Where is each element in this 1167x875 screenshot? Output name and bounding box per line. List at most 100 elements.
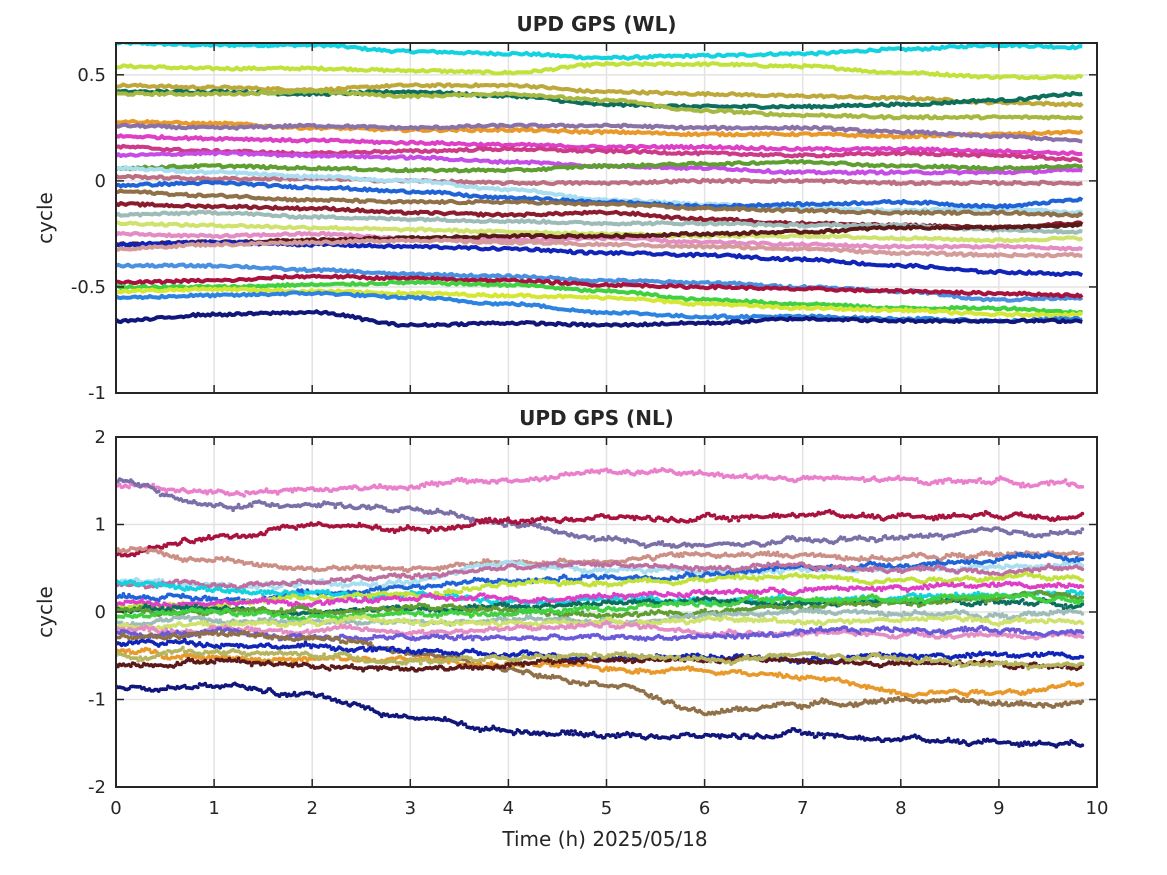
y-tick-label: -1 xyxy=(88,383,106,404)
series-line xyxy=(116,222,1083,248)
data-point xyxy=(993,479,997,484)
data-point xyxy=(623,540,628,545)
data-point xyxy=(918,567,923,572)
data-point xyxy=(941,481,945,485)
series-line xyxy=(116,237,1083,259)
data-point xyxy=(229,505,234,510)
data-point xyxy=(467,516,471,521)
data-point xyxy=(262,532,267,537)
data-point xyxy=(338,581,343,586)
data-point xyxy=(1019,484,1023,489)
series-line xyxy=(116,122,1083,144)
data-point xyxy=(249,504,254,508)
data-point xyxy=(264,487,269,492)
data-point xyxy=(207,534,211,538)
series-line xyxy=(116,173,1083,187)
data-point xyxy=(939,533,943,538)
data-point xyxy=(753,565,758,570)
data-point xyxy=(1046,532,1051,537)
data-point xyxy=(179,540,183,545)
series-line xyxy=(116,88,1084,121)
data-point xyxy=(1017,482,1021,486)
data-point xyxy=(212,558,217,563)
series-line xyxy=(116,143,1083,163)
data-point xyxy=(773,553,778,558)
plot-area xyxy=(116,467,1085,749)
data-point xyxy=(677,554,681,559)
data-point xyxy=(1046,482,1051,487)
data-point xyxy=(725,515,730,520)
data-point xyxy=(807,536,811,541)
data-point xyxy=(1080,591,1085,596)
data-point xyxy=(857,558,862,563)
data-point xyxy=(234,505,239,510)
data-point xyxy=(604,537,609,542)
data-point xyxy=(734,515,739,520)
data-point xyxy=(591,535,596,539)
series-line xyxy=(116,158,1083,174)
data-point xyxy=(1033,516,1038,521)
data-point xyxy=(935,516,940,521)
data-point xyxy=(894,515,899,520)
data-point xyxy=(915,477,919,481)
data-point xyxy=(143,546,148,551)
data-point xyxy=(259,589,263,593)
data-point xyxy=(1080,557,1085,562)
data-point xyxy=(775,550,780,555)
data-point xyxy=(870,568,875,573)
data-point xyxy=(948,477,953,482)
data-point xyxy=(355,524,360,529)
data-point xyxy=(478,520,483,525)
data-point xyxy=(861,511,865,516)
series-line xyxy=(116,286,1084,318)
data-point xyxy=(1080,578,1085,583)
data-point xyxy=(766,550,771,554)
data-point xyxy=(729,518,733,522)
data-point xyxy=(483,517,488,521)
chart-title: UPD GPS (WL) xyxy=(517,12,677,36)
data-point xyxy=(487,516,492,521)
data-point xyxy=(160,545,165,550)
data-point xyxy=(768,542,772,546)
data-point xyxy=(333,505,338,510)
data-point xyxy=(848,568,852,572)
data-point xyxy=(459,589,464,594)
data-point xyxy=(1080,485,1085,489)
data-point xyxy=(842,535,847,540)
data-point xyxy=(482,520,486,525)
data-point xyxy=(1063,478,1068,482)
data-point xyxy=(422,484,427,489)
y-axis-label: cycle xyxy=(33,192,57,244)
data-point xyxy=(1080,511,1085,516)
series-points xyxy=(116,477,1085,549)
data-point xyxy=(472,522,477,526)
data-point xyxy=(162,487,167,492)
data-point xyxy=(435,483,440,488)
data-point xyxy=(978,476,982,481)
data-point xyxy=(641,542,646,547)
data-point xyxy=(366,504,371,509)
data-point xyxy=(155,585,159,589)
series-line xyxy=(116,82,1084,108)
data-point xyxy=(537,522,542,527)
y-tick-label: 0 xyxy=(95,171,106,192)
data-point xyxy=(376,485,380,490)
series-points xyxy=(116,508,1085,558)
data-point xyxy=(680,554,685,558)
data-point xyxy=(736,518,741,523)
data-point xyxy=(117,482,122,487)
series-line xyxy=(116,133,1083,157)
series-line xyxy=(116,188,1084,219)
data-point xyxy=(192,540,196,545)
data-point xyxy=(931,517,936,522)
data-point xyxy=(428,528,432,533)
data-point xyxy=(136,481,141,486)
series-line xyxy=(116,179,1084,210)
data-point xyxy=(485,520,490,525)
data-point xyxy=(366,565,371,569)
data-point xyxy=(171,553,176,558)
data-point xyxy=(879,537,884,542)
data-point xyxy=(391,527,395,532)
